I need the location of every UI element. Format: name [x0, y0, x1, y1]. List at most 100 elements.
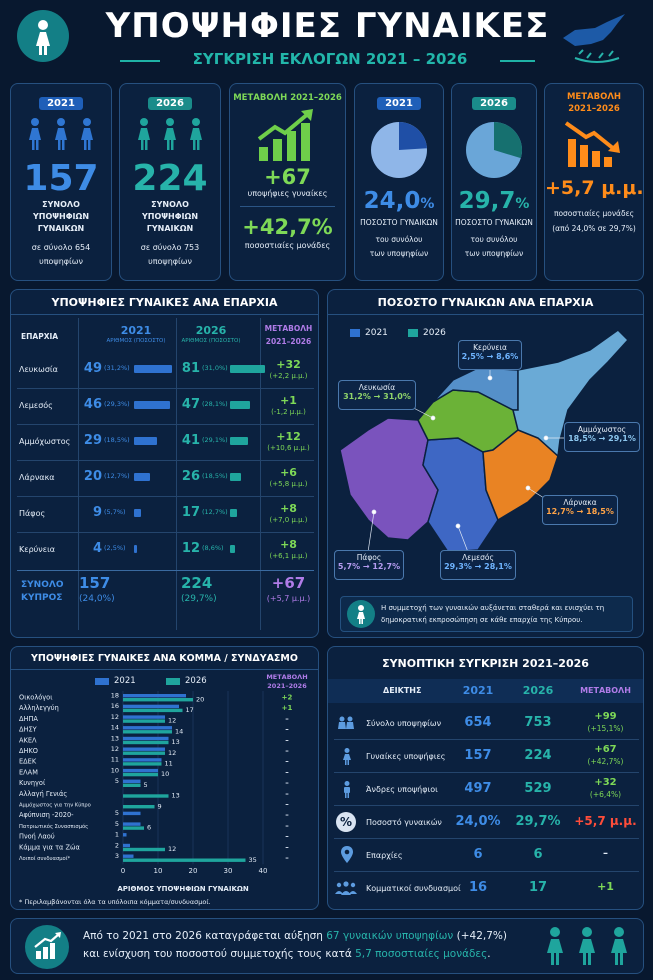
kpi-note: (από 24,0% σε 29,7%): [552, 224, 636, 233]
kpi-label: ΣΥΝΟΛΟ ΥΠΟΨΗΦΙΩΝ ΓΥΝΑΙΚΩΝ: [141, 200, 199, 233]
map-label-value: 5,7% → 12,7%: [337, 562, 401, 571]
growth-chart-icon: [257, 109, 313, 161]
change-value: +6: [280, 466, 297, 479]
bar-2026: [123, 708, 183, 713]
value-label-2026: 10: [161, 770, 169, 778]
value-2021: 46: [83, 397, 102, 412]
row-divider: [17, 388, 314, 389]
change-pct: (+10,6 μ.μ.): [267, 444, 310, 452]
value-label-2026: 6: [147, 824, 151, 832]
metric-2021: 497: [464, 781, 492, 796]
table-row: Αμμόχωστος 29 (18,5%) 41 (29,1%) +12 (+1…: [11, 425, 318, 461]
map-label-name: Λευκωσία: [358, 383, 396, 392]
footer-text: Από το 2021 στο 2026 καταγράφεται αύξηση: [83, 930, 327, 942]
map-label-value: 2,5% → 8,6%: [461, 352, 519, 361]
value-2026: 41: [181, 433, 200, 448]
pct-2021: (31,2%): [104, 364, 130, 372]
pct-2026: (18,5%): [202, 472, 228, 480]
bar-2021: [123, 768, 158, 773]
change-label: –: [285, 790, 289, 798]
total-2021: 157: [79, 574, 111, 592]
footer-highlight: 67 γυναικών υποψηφίων: [326, 930, 454, 942]
bar-2026: [123, 858, 246, 862]
pct-2021: (29,3%): [104, 400, 130, 408]
category-label: ΔΗΠΑ: [19, 715, 38, 723]
pie-women-slice: [494, 122, 522, 159]
summary-panel: ΣΥΝΟΠΤΙΚΗ ΣΥΓΚΡΙΣΗ 2021–2026 ΔΕΙΚΤΗΣ 202…: [327, 646, 644, 910]
bar-2026: [123, 698, 193, 702]
value-label-2026: 12: [168, 845, 176, 853]
value-label-2026: 13: [172, 792, 180, 800]
bar-2021: [123, 704, 179, 709]
kpi-unit: %: [420, 196, 435, 212]
summary-row: Κομματικοί συνδυασμοί 16 17 +1: [328, 872, 643, 905]
change-label: –: [285, 779, 289, 787]
bar-2021: [123, 822, 141, 826]
bar-2021: [123, 736, 169, 741]
total-divider: [17, 570, 314, 571]
bar-2026: [123, 740, 169, 745]
map-label-paphos: Πάφος 5,7% → 12,7%: [334, 550, 404, 580]
women-group-icon: [29, 118, 93, 150]
kpi-card-change-share: ΜΕΤΑΒΟΛΗ 2021–2026 +5,7 μ.μ. ποσοστιαίες…: [544, 83, 644, 281]
kpi-value: 24,0: [363, 188, 421, 214]
pct-2021: (2,5%): [104, 544, 126, 552]
table-row: Πάφος 9 (5,7%) 17 (12,7%) +8 (+7,0 μ.μ.): [11, 497, 318, 533]
change-pct: (+2,2 μ.μ.): [269, 372, 308, 380]
col-header-2026-sub: ΑΡΙΘΜΟΣ (ΠΟΣΟΣΤΟ): [181, 338, 241, 344]
value-2021: 29: [83, 433, 102, 448]
category-label: Αλλαγή Γενιάς: [19, 790, 67, 798]
row-divider: [334, 838, 639, 839]
value-label-2026: 5: [144, 781, 148, 789]
change-label: –: [285, 736, 289, 744]
value-2026: 17: [181, 505, 200, 520]
kpi-note: σε σύνολο 654 υποψηφίων: [31, 243, 91, 266]
col-header-district: ΕΠΑΡΧΙΑ: [21, 332, 59, 341]
metric-2021: 654: [464, 715, 492, 730]
summary-row: Γυναίκες υποψήφιες 157 224 +67 (+42,7%): [328, 740, 643, 773]
bar-2021: [134, 545, 138, 553]
summary-header-bar: [328, 679, 643, 703]
metric-2021: 16: [468, 880, 488, 895]
category-label: Αλληλεγγύη: [19, 704, 59, 712]
metric-2021: 24,0%: [455, 814, 501, 829]
value-label-2021: 13: [111, 734, 119, 742]
value-label-2026: 9: [158, 802, 162, 810]
metric-2026: 224: [524, 748, 552, 763]
change-label: +2: [282, 694, 293, 702]
col-header-2026: 2026: [522, 684, 554, 697]
panel-title-rule: [11, 669, 318, 670]
summary-row: % Ποσοστό γυναικών 24,0% 29,7% +5,7 μ.μ.: [328, 806, 643, 839]
map-label-value: 29,3% → 28,1%: [444, 562, 512, 571]
bar-2026: [123, 751, 165, 755]
col-header-change-sub: 2021–2026: [265, 337, 312, 346]
legend-label-2021: 2021: [114, 676, 136, 686]
bar-2026: [123, 805, 155, 809]
footer-text: (+42,7%): [453, 930, 507, 942]
col-header-2026: 2026: [195, 324, 227, 337]
map-label-limassol: Λεμεσός 29,3% → 28,1%: [440, 550, 516, 580]
footer-text: και ενίσχυση του ποσοστού συμμετοχής του…: [83, 948, 356, 960]
value-label-2021: 14: [111, 724, 119, 732]
footer-text: .: [487, 948, 491, 960]
change-value: +12: [276, 430, 301, 443]
woman-icon: [343, 748, 351, 765]
title-rule-right: [500, 60, 535, 62]
value-label-2021: 5: [115, 777, 119, 785]
pct-2026: (28,1%): [202, 400, 228, 408]
legend-swatch-2021: [95, 678, 109, 685]
category-label: Πατριωτικός Συνασπισμός: [19, 823, 88, 830]
col-divider-1: [78, 318, 79, 630]
change-label: –: [285, 747, 289, 755]
pct-2021: (18,5%): [104, 436, 130, 444]
value-label-2021: 1: [115, 831, 119, 839]
metric-change: +99: [594, 711, 617, 722]
bar-2021: [134, 401, 170, 409]
district-name: Πάφος: [19, 509, 46, 518]
value-label-2021: 10: [111, 766, 119, 774]
bar-2026: [123, 762, 162, 766]
change-label: +1: [282, 704, 293, 712]
group-icon: [335, 881, 357, 895]
kpi-card-2026-count: 2026 224 ΣΥΝΟΛΟ ΥΠΟΨΗΦΙΩΝ ΓΥΝΑΙΚΩΝ σε σύ…: [119, 83, 221, 281]
kpi-value: 157: [23, 158, 99, 199]
